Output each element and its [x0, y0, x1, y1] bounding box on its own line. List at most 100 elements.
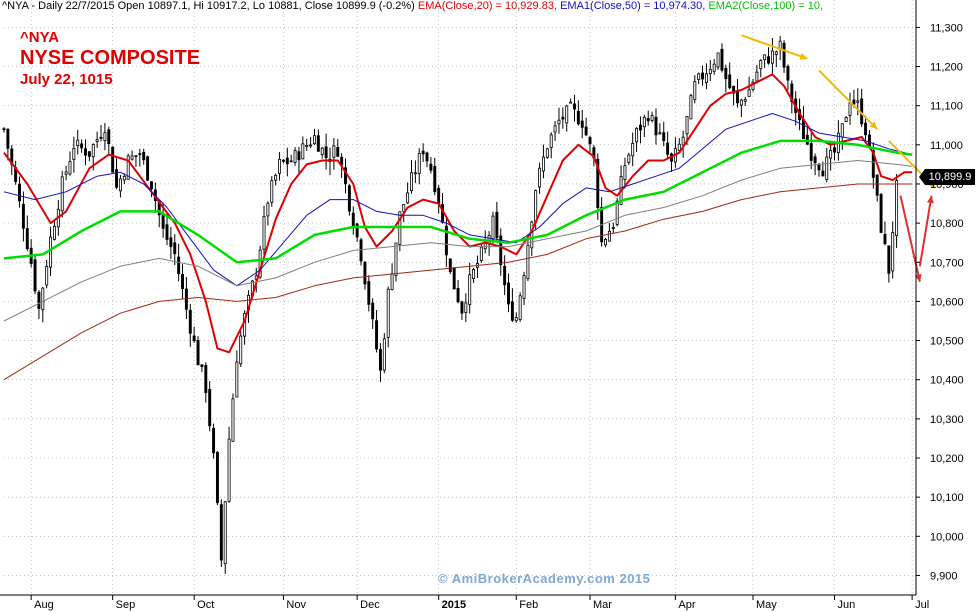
price-candle [786, 65, 790, 81]
price-candle [386, 288, 390, 338]
price-candle [52, 225, 56, 240]
price-candle [231, 398, 235, 442]
price-candle [84, 148, 87, 156]
trend-arrow-head [914, 274, 922, 282]
price-candle [347, 185, 351, 212]
price-candle [701, 72, 705, 80]
price-candle [584, 126, 588, 136]
trend-arrow [741, 34, 808, 60]
price-candle [712, 63, 716, 72]
price-candle [541, 156, 545, 172]
price-candle [557, 119, 561, 125]
y-tick-label: 11,100 [930, 101, 963, 113]
price-candle [856, 100, 860, 103]
price-candle [891, 232, 895, 272]
price-candle [638, 124, 642, 131]
price-candle [64, 171, 68, 175]
price-candle [495, 211, 499, 238]
price-candle [444, 225, 448, 256]
x-tick-label: Jun [838, 599, 856, 611]
price-candle [281, 159, 285, 162]
y-tick-label: 10,100 [930, 492, 964, 504]
x-tick-label: Mar [593, 599, 612, 611]
price-candle [223, 501, 227, 565]
price-candle [402, 204, 406, 212]
price-candle [448, 258, 452, 272]
price-candle [41, 287, 45, 311]
y-tick-label: 10,000 [930, 531, 964, 543]
price-candle [227, 438, 231, 502]
price-candle [68, 161, 72, 175]
price-candle [208, 388, 212, 427]
x-tick-label: Apr [678, 599, 695, 611]
header-prefix: ^NYA - Daily 22/7/2015 Open 10897.1, Hi … [2, 0, 418, 12]
y-tick-label: 10,300 [930, 414, 964, 426]
price-candle [332, 145, 336, 158]
price-candle [278, 158, 282, 174]
price-candle [60, 176, 64, 212]
chart-header: ^NYA - Daily 22/7/2015 Open 10897.1, Hi … [2, 0, 823, 12]
price-candle [875, 174, 879, 196]
y-tick-label: 10,500 [930, 336, 964, 348]
price-candle [25, 228, 29, 250]
price-candle [270, 180, 274, 203]
price-candle [285, 157, 289, 165]
price-candle [146, 156, 150, 181]
price-candle [666, 142, 670, 155]
price-candle [95, 139, 99, 142]
price-candle [615, 200, 619, 225]
price-candle [530, 221, 534, 249]
x-axis: Aug Sep Oct Nov Dec 2015 Feb Mar Apr May Jun Jul [30, 595, 929, 611]
price-candle [212, 427, 216, 454]
y-tick-label: 10,400 [930, 375, 964, 387]
price-candle [782, 42, 786, 68]
price-candle [134, 155, 138, 158]
price-candle [883, 234, 887, 244]
price-candle [21, 203, 25, 229]
price-candle [215, 451, 219, 504]
trend-arrow [899, 195, 921, 283]
price-candle [623, 165, 627, 180]
ema50-line [3, 113, 913, 287]
price-candle [743, 99, 747, 102]
price-candle [336, 146, 340, 157]
price-candle [491, 215, 495, 240]
price-candle [468, 274, 472, 305]
price-candle [219, 504, 223, 561]
price-candle [588, 137, 592, 145]
price-candle [821, 170, 825, 177]
price-candle [371, 302, 375, 320]
y-tick-label: 9,900 [930, 570, 958, 582]
price-candle [693, 81, 697, 100]
price-candle [654, 116, 658, 136]
price-candle [262, 216, 266, 250]
price-candle [479, 246, 483, 261]
price-candle [37, 291, 41, 309]
price-candle [545, 148, 549, 158]
price-candle [87, 151, 91, 157]
price-candle [499, 235, 503, 266]
trend-arrow-head [926, 195, 934, 204]
price-candle [607, 230, 611, 242]
price-candle [767, 56, 770, 64]
price-candle [681, 136, 685, 146]
price-candle [363, 261, 367, 285]
price-candle [305, 145, 309, 147]
y-tick-label: 11,200 [930, 62, 963, 74]
price-candle [429, 163, 433, 171]
y-tick-label: 10,700 [930, 257, 964, 269]
price-candle [895, 180, 899, 237]
price-candle [503, 265, 507, 286]
x-tick-label: May [756, 599, 777, 611]
price-candle [313, 135, 316, 145]
price-candle [514, 317, 518, 322]
price-candle [181, 274, 184, 289]
price-candle [196, 340, 200, 366]
price-candle [685, 115, 689, 135]
price-candle [848, 102, 852, 116]
price-candle [697, 73, 701, 80]
price-candle [658, 132, 662, 135]
x-tick-label: Nov [286, 599, 306, 611]
price-candle [507, 282, 510, 305]
